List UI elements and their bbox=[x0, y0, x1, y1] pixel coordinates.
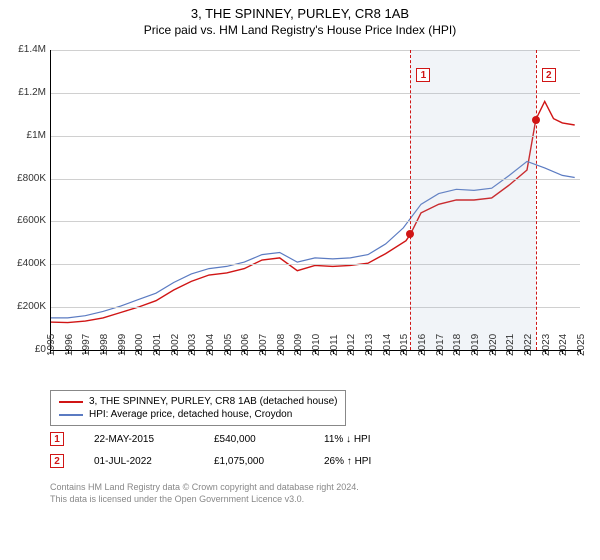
chart-subtitle: Price paid vs. HM Land Registry's House … bbox=[0, 21, 600, 37]
x-tick-label: 2008 bbox=[276, 326, 287, 356]
x-tick-label: 2023 bbox=[541, 326, 552, 356]
x-tick-label: 2000 bbox=[134, 326, 145, 356]
chart-title: 3, THE SPINNEY, PURLEY, CR8 1AB bbox=[0, 0, 600, 21]
event-vline bbox=[536, 50, 537, 350]
y-tick-label: £1M bbox=[27, 130, 46, 141]
y-tick-label: £400K bbox=[17, 258, 46, 269]
y-tick-label: £1.4M bbox=[18, 44, 46, 55]
y-tick-label: £200K bbox=[17, 301, 46, 312]
transaction-date: 22-MAY-2015 bbox=[94, 434, 184, 445]
footer-attribution: Contains HM Land Registry data © Crown c… bbox=[50, 482, 359, 505]
event-point-1 bbox=[406, 230, 414, 238]
footer-line-2: This data is licensed under the Open Gov… bbox=[50, 494, 359, 506]
plot-area: 12 bbox=[50, 50, 580, 350]
x-tick-label: 2019 bbox=[470, 326, 481, 356]
legend-label: 3, THE SPINNEY, PURLEY, CR8 1AB (detache… bbox=[89, 396, 337, 407]
x-tick-label: 1996 bbox=[64, 326, 75, 356]
x-tick-label: 2017 bbox=[435, 326, 446, 356]
transaction-marker: 1 bbox=[50, 432, 64, 446]
x-tick-label: 2025 bbox=[576, 326, 587, 356]
event-vline bbox=[410, 50, 411, 350]
x-tick-label: 1995 bbox=[46, 326, 57, 356]
y-tick-label: £600K bbox=[17, 215, 46, 226]
x-tick-label: 2003 bbox=[187, 326, 198, 356]
transaction-row-1: 1 22-MAY-2015 £540,000 11% ↓ HPI bbox=[50, 432, 371, 446]
x-tick-label: 2002 bbox=[170, 326, 181, 356]
event-marker-1: 1 bbox=[416, 68, 430, 82]
y-tick-label: £800K bbox=[17, 173, 46, 184]
transaction-marker: 2 bbox=[50, 454, 64, 468]
x-tick-label: 2011 bbox=[329, 326, 340, 356]
x-tick-label: 2015 bbox=[399, 326, 410, 356]
transaction-delta: 11% ↓ HPI bbox=[324, 434, 371, 445]
transaction-date: 01-JUL-2022 bbox=[94, 456, 184, 467]
x-tick-label: 2022 bbox=[523, 326, 534, 356]
x-tick-label: 1999 bbox=[117, 326, 128, 356]
legend-swatch bbox=[59, 414, 83, 416]
legend-item: HPI: Average price, detached house, Croy… bbox=[59, 408, 337, 421]
x-tick-label: 2016 bbox=[417, 326, 428, 356]
transaction-price: £1,075,000 bbox=[214, 456, 294, 467]
transaction-delta: 26% ↑ HPI bbox=[324, 456, 371, 467]
legend-label: HPI: Average price, detached house, Croy… bbox=[89, 409, 292, 420]
x-tick-label: 2007 bbox=[258, 326, 269, 356]
x-tick-label: 2020 bbox=[488, 326, 499, 356]
y-axis bbox=[50, 50, 51, 350]
legend-swatch bbox=[59, 401, 83, 403]
x-tick-label: 2013 bbox=[364, 326, 375, 356]
transaction-row-2: 2 01-JUL-2022 £1,075,000 26% ↑ HPI bbox=[50, 454, 371, 468]
y-tick-label: £1.2M bbox=[18, 87, 46, 98]
chart-container: 3, THE SPINNEY, PURLEY, CR8 1AB Price pa… bbox=[0, 0, 600, 560]
x-tick-label: 2010 bbox=[311, 326, 322, 356]
x-tick-label: 2024 bbox=[558, 326, 569, 356]
x-tick-label: 2006 bbox=[240, 326, 251, 356]
x-tick-label: 2005 bbox=[223, 326, 234, 356]
x-tick-label: 2004 bbox=[205, 326, 216, 356]
y-tick-label: £0 bbox=[35, 344, 46, 355]
footer-line-1: Contains HM Land Registry data © Crown c… bbox=[50, 482, 359, 494]
transaction-price: £540,000 bbox=[214, 434, 294, 445]
legend-item: 3, THE SPINNEY, PURLEY, CR8 1AB (detache… bbox=[59, 395, 337, 408]
x-tick-label: 2009 bbox=[293, 326, 304, 356]
x-tick-label: 1997 bbox=[81, 326, 92, 356]
x-tick-label: 2014 bbox=[382, 326, 393, 356]
legend: 3, THE SPINNEY, PURLEY, CR8 1AB (detache… bbox=[50, 390, 346, 426]
ownership-shade bbox=[410, 50, 535, 350]
x-tick-label: 1998 bbox=[99, 326, 110, 356]
x-tick-label: 2012 bbox=[346, 326, 357, 356]
x-tick-label: 2021 bbox=[505, 326, 516, 356]
x-tick-label: 2001 bbox=[152, 326, 163, 356]
x-tick-label: 2018 bbox=[452, 326, 463, 356]
event-marker-2: 2 bbox=[542, 68, 556, 82]
event-point-2 bbox=[532, 116, 540, 124]
